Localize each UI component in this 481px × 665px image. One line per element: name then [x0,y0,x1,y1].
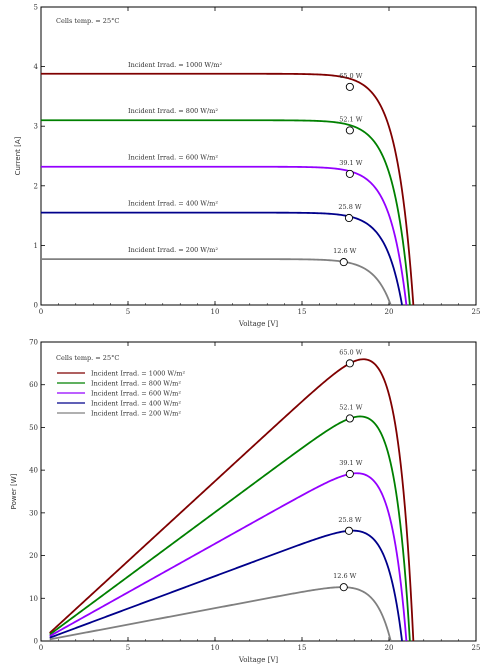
y-tick-label: 0 [34,638,38,646]
series-line [41,119,411,306]
y-tick-label: 4 [34,63,39,71]
series-label: Incident Irrad. = 800 W/m² [128,107,218,115]
x-tick-label: 25 [472,308,481,316]
temperature-note: Cells temp. = 25°C [56,354,119,362]
mpp-marker [339,583,348,592]
y-axis-label: Power [W] [10,473,18,509]
iv-chart: 0 5 10 15 20 25 0 1 2 3 4 5 Voltage [V] Current [A] Ce… [14,4,480,329]
x-tick-label: 15 [298,308,307,316]
y-tick-label: 30 [29,509,38,517]
x-tick-label: 5 [126,644,130,652]
mpp-marker [345,82,354,91]
series-line [41,258,392,306]
series-line [49,586,392,642]
y-tick-label: 1 [34,242,38,250]
y-tick-label: 50 [29,424,38,432]
y-tick-label: 70 [29,339,38,347]
mpp-label: 12.6 W [333,247,357,255]
series-label: Incident Irrad. = 200 W/m² [128,246,218,254]
mpp-marker [345,126,354,135]
mpp-marker [345,359,354,368]
y-tick-label: 5 [34,4,38,12]
x-tick-label: 10 [211,644,220,652]
mpp-marker [339,258,348,267]
pv-chart: 0 5 10 15 20 25 0 10 20 30 40 50 60 70 Voltage [V] Powe… [10,339,480,665]
y-tick-label: 20 [29,552,38,560]
mpp-marker [345,169,354,178]
mpp-label: 52.1 W [339,115,363,123]
series-line [41,165,408,306]
x-tick-label: 20 [385,644,394,652]
mpp-label: 25.8 W [338,203,362,211]
x-tick-label: 20 [385,308,394,316]
y-tick-label: 0 [34,302,38,310]
mpp-marker [344,213,354,223]
x-tick-label: 25 [472,644,481,652]
x-axis-label: Voltage [V] [238,320,278,328]
y-tick-label: 40 [29,467,38,475]
y-axis-label: Current [A] [14,136,22,175]
legend-entry: Incident Irrad. = 800 W/m² [91,380,181,388]
legend-entry: Incident Irrad. = 600 W/m² [91,390,181,398]
series-label: Incident Irrad. = 400 W/m² [128,200,218,208]
mpp-label: 65.0 W [339,72,363,80]
series-label: Incident Irrad. = 600 W/m² [128,154,218,162]
mpp-label: 39.1 W [339,159,363,167]
y-tick-label: 10 [29,595,38,603]
legend-entry: Incident Irrad. = 200 W/m² [91,410,181,418]
mpp-label: 52.1 W [339,403,363,411]
y-tick-label: 2 [34,182,38,190]
y-tick-label: 3 [34,123,38,131]
temperature-note: Cells temp. = 25°C [56,17,119,25]
legend-entry: Incident Irrad. = 400 W/m² [91,400,181,408]
x-tick-label: 10 [211,308,220,316]
legend-entry: Incident Irrad. = 1000 W/m² [91,370,185,378]
x-tick-label: 15 [298,644,307,652]
series-line [41,211,403,306]
series-line [49,529,403,642]
x-tick-label: 0 [39,308,43,316]
mpp-marker [344,526,354,535]
mpp-marker [345,469,354,479]
x-tick-label: 5 [126,308,130,316]
mpp-label: 65.0 W [339,348,363,356]
mpp-marker [345,414,354,423]
plot-area [40,6,477,306]
series-label: Incident Irrad. = 1000 W/m² [128,61,222,69]
mpp-label: 39.1 W [339,459,363,467]
y-tick-label: 60 [29,381,38,389]
series-line [41,72,415,306]
x-tick-label: 0 [39,644,43,652]
mpp-label: 25.8 W [338,516,362,524]
mpp-label: 12.6 W [333,572,357,580]
x-axis-label: Voltage [V] [238,656,278,664]
